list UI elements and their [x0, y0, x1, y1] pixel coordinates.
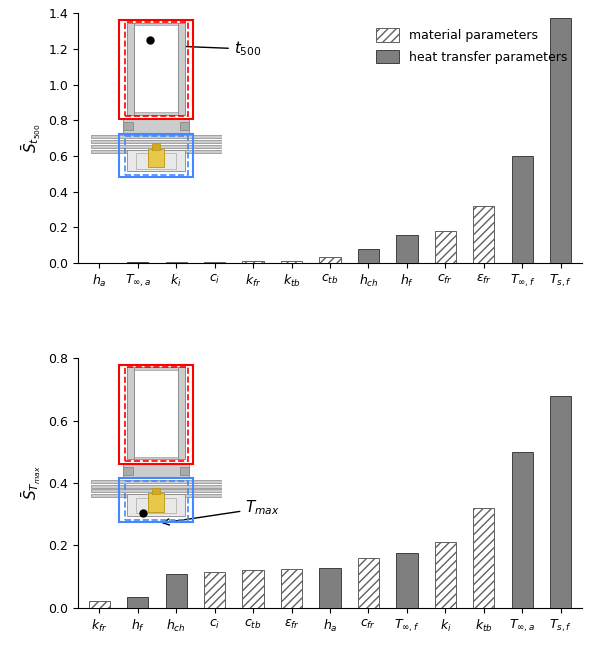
Bar — [89, 601, 110, 608]
Bar — [435, 542, 456, 608]
Bar — [473, 508, 494, 608]
Bar — [397, 234, 418, 263]
Bar — [127, 597, 148, 608]
Bar — [358, 249, 379, 263]
Y-axis label: $\bar{S}_{T_{max}}$: $\bar{S}_{T_{max}}$ — [19, 466, 43, 500]
Bar — [281, 261, 302, 263]
Bar — [512, 452, 533, 608]
Bar — [242, 570, 263, 608]
Bar — [166, 574, 187, 608]
Bar — [319, 257, 341, 263]
Bar — [473, 206, 494, 263]
Bar — [319, 568, 341, 608]
Bar — [397, 553, 418, 608]
Bar — [550, 18, 571, 263]
Text: $T_{max}$: $T_{max}$ — [163, 498, 280, 525]
Bar — [435, 231, 456, 263]
Y-axis label: $\bar{S}_{t_{500}}$: $\bar{S}_{t_{500}}$ — [19, 124, 43, 153]
Bar — [550, 395, 571, 608]
Bar — [204, 572, 225, 608]
Text: $t_{500}$: $t_{500}$ — [163, 39, 262, 58]
Bar — [512, 156, 533, 263]
Bar — [358, 558, 379, 608]
Bar — [281, 569, 302, 608]
Bar — [242, 261, 263, 263]
Legend: material parameters, heat transfer parameters: material parameters, heat transfer param… — [373, 25, 571, 67]
